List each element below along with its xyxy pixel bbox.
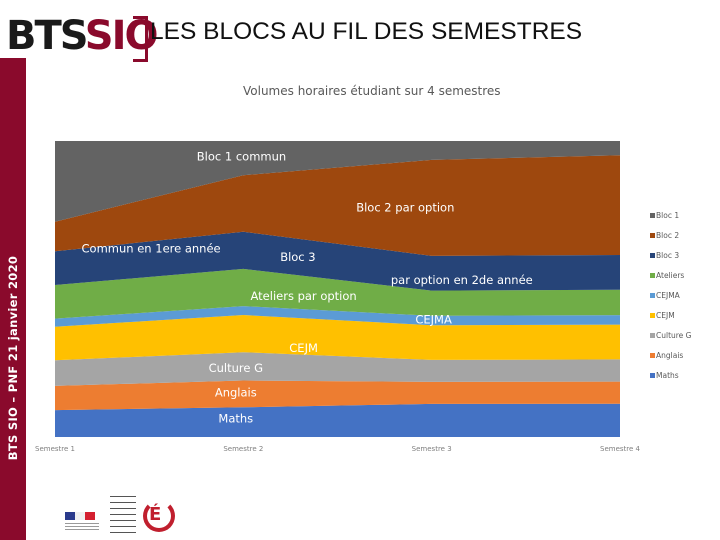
legend-swatch [650, 313, 655, 318]
annotation-label: Bloc 2 par option [356, 200, 454, 214]
legend-swatch [650, 353, 655, 358]
area-anglais [55, 380, 620, 411]
sidebar-band: BTS SIO – PNF 21 janvier 2020 [0, 58, 26, 540]
annotation-label: CEJMA [415, 313, 452, 327]
area-bloc-3 [55, 231, 620, 291]
annotation-label: Maths [218, 412, 253, 426]
legend-label: Bloc 1 [656, 211, 680, 220]
area-maths [55, 403, 620, 437]
area-ateliers [55, 268, 620, 319]
area-cejm [55, 315, 620, 361]
legend-label: CEJM [656, 311, 675, 320]
ministere-education-logo: É [110, 494, 175, 540]
legend-swatch [650, 373, 655, 378]
legend-label: Ateliers [656, 271, 685, 280]
logo-bracket [133, 16, 148, 62]
republique-francaise-logo [62, 512, 102, 534]
page-title: LES BLOCS AU FIL DES SEMESTRES [150, 18, 583, 45]
annotation-label: par option en 2de année [391, 273, 533, 287]
logo-bts-text: BTS [6, 13, 87, 59]
legend-swatch [650, 213, 655, 218]
legend-label: Bloc 3 [656, 251, 680, 260]
x-tick-label: Semestre 3 [412, 445, 452, 453]
chart-title: Volumes horaires étudiant sur 4 semestre… [243, 84, 501, 98]
area-culture-g [55, 352, 620, 386]
legend-swatch [650, 253, 655, 258]
legend-label: Bloc 2 [656, 231, 680, 240]
annotation-label: CEJM [289, 341, 318, 355]
legend-label: CEJMA [656, 291, 680, 300]
annotation-label: Ateliers par option [251, 289, 357, 303]
annotation-label: Bloc 1 commun [197, 150, 286, 164]
area-cejma [55, 306, 620, 327]
legend-label: Culture G [656, 331, 692, 340]
annotation-label: Anglais [215, 386, 257, 400]
legend-swatch [650, 293, 655, 298]
area-bloc-1 [55, 141, 620, 222]
annotation-label: Culture G [209, 361, 263, 375]
legend-swatch [650, 333, 655, 338]
footer-logos: É [62, 494, 175, 540]
area-bloc-2 [55, 155, 620, 256]
annotation-label: Commun en 1ere année [82, 241, 221, 255]
legend-label: Maths [656, 371, 679, 380]
legend-swatch [650, 273, 655, 278]
x-tick-label: Semestre 2 [223, 445, 263, 453]
x-tick-label: Semestre 1 [35, 445, 75, 453]
legend-label: Anglais [656, 351, 684, 360]
bts-sio-logo: BTSSIO [6, 12, 158, 62]
annotation-label: Bloc 3 [280, 250, 315, 264]
x-tick-label: Semestre 4 [600, 445, 641, 453]
legend-swatch [650, 233, 655, 238]
